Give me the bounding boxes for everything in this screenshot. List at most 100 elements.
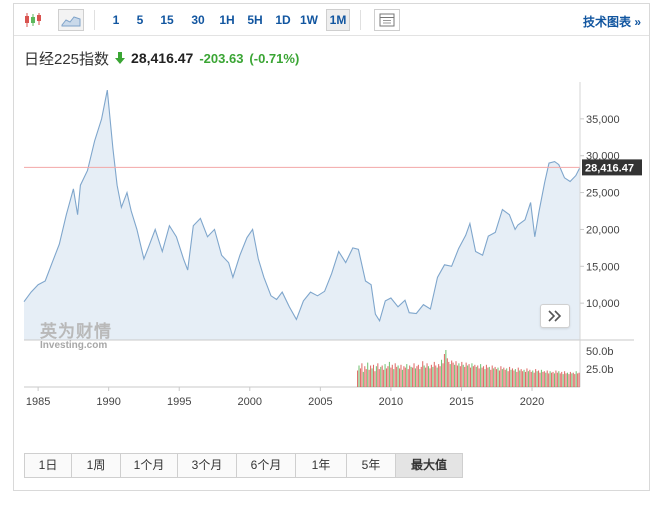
volume-bar [562, 374, 564, 387]
volume-bar [423, 365, 425, 387]
interval-30[interactable]: 30 [191, 13, 205, 27]
volume-bar [524, 371, 527, 387]
volume-bar [461, 361, 463, 387]
range-button-2[interactable]: 1个月 [121, 454, 178, 477]
volume-bar [526, 368, 528, 387]
volume-bar [514, 369, 516, 387]
range-button-0[interactable]: 1日 [25, 454, 72, 477]
volume-bar [449, 364, 451, 387]
volume-bar [367, 362, 369, 387]
range-selector: 1日 1周 1个月 3个月 6个月 1年 5年 最大值 [24, 453, 463, 478]
interval-15[interactable]: 15 [160, 13, 174, 27]
volume-bar [404, 367, 406, 387]
volume-bar [427, 366, 430, 387]
interval-1d[interactable]: 1D [275, 13, 291, 27]
volume-bar [509, 366, 511, 387]
volume-bar [471, 363, 473, 387]
x-tick-label: 2015 [449, 396, 473, 408]
volume-bar [426, 363, 428, 387]
volume-bar [506, 368, 508, 387]
price-chart[interactable]: 10,00015,00020,00025,00030,00035,00028,4… [14, 4, 651, 444]
volume-bar [477, 365, 479, 387]
volume-bar [474, 364, 476, 387]
volume-bar [417, 364, 419, 387]
volume-bar [545, 372, 547, 387]
volume-bar [465, 362, 467, 387]
volume-bar [553, 373, 555, 387]
volume-bar [577, 373, 579, 387]
interval-1m[interactable]: 1M [326, 9, 350, 31]
technical-chart-link[interactable]: 技术图表 » [582, 15, 641, 29]
volume-bar [478, 368, 480, 387]
volume-bar [475, 366, 477, 387]
interval-1h[interactable]: 1H [219, 13, 235, 27]
scroll-right-button[interactable] [540, 304, 570, 328]
interval-1[interactable]: 1 [112, 13, 120, 27]
arrow-down-icon [115, 52, 126, 64]
range-button-6[interactable]: 5年 [347, 454, 396, 477]
volume-bar [522, 371, 524, 387]
volume-bar [443, 354, 445, 387]
volume-bar [484, 369, 486, 387]
candlestick-icon[interactable] [20, 9, 46, 31]
table-view-icon[interactable] [374, 9, 400, 31]
watermark: 英为财情 Investing.com [40, 317, 112, 351]
volume-bar [401, 369, 403, 387]
volume-bar [511, 368, 513, 387]
volume-bar [433, 361, 435, 387]
volume-bar [535, 369, 537, 387]
volume-bar [357, 370, 359, 387]
x-tick-label: 1990 [96, 396, 120, 408]
volume-bar [572, 372, 574, 387]
volume-bar [494, 366, 496, 387]
price-area-fill [24, 90, 580, 340]
volume-bar [501, 369, 503, 387]
chart-widget: 1 5 15 30 1H 5H 1D 1W 1M 技术图表 » 日经225指数 28,416.4… [13, 3, 650, 491]
watermark-en: Investing.com [40, 340, 108, 351]
volume-bar [540, 369, 542, 387]
x-tick-label: 2005 [308, 396, 332, 408]
volume-bar [451, 360, 453, 387]
volume-bar [422, 361, 424, 387]
volume-bar [387, 366, 389, 387]
volume-bar [559, 373, 561, 387]
x-tick-label: 2000 [238, 396, 262, 408]
interval-1w[interactable]: 1W [300, 13, 318, 27]
volume-bar [420, 366, 422, 387]
volume-bar [561, 371, 563, 387]
volume-bar [468, 364, 470, 387]
x-tick-label: 2020 [520, 396, 544, 408]
range-button-3[interactable]: 3个月 [178, 454, 237, 477]
volume-bar [516, 371, 518, 387]
volume-bar [527, 371, 529, 387]
price-change-percent: (-0.71%) [249, 50, 300, 66]
volume-bar [503, 367, 505, 387]
range-button-4[interactable]: 6个月 [237, 454, 296, 477]
watermark-cn: 英为财情 [40, 322, 112, 341]
volume-bar [513, 370, 515, 387]
range-button-5[interactable]: 1年 [296, 454, 347, 477]
volume-bar [368, 369, 370, 387]
range-button-1[interactable]: 1周 [72, 454, 121, 477]
volume-tick-label: 25.0b [586, 364, 614, 376]
range-button-7[interactable]: 最大值 [396, 454, 462, 477]
volume-bar [546, 370, 548, 387]
x-tick-label: 1985 [26, 396, 50, 408]
volume-bar [372, 364, 375, 387]
volume-bar [407, 369, 409, 387]
volume-bar [388, 361, 390, 387]
last-price-badge-label: 28,416.47 [585, 162, 634, 174]
volume-bar [413, 363, 415, 387]
volume-bar [488, 366, 490, 387]
volume-bar [496, 369, 498, 387]
volume-bar [359, 368, 361, 387]
area-chart-icon[interactable] [58, 9, 84, 31]
volume-bar [416, 366, 418, 387]
volume-bar [362, 371, 364, 387]
volume-bar [442, 363, 444, 387]
volume-bar [487, 367, 489, 387]
interval-5h[interactable]: 5H [247, 13, 263, 27]
interval-5[interactable]: 5 [136, 13, 144, 27]
volume-bar [393, 369, 395, 387]
volume-bar [564, 371, 566, 387]
